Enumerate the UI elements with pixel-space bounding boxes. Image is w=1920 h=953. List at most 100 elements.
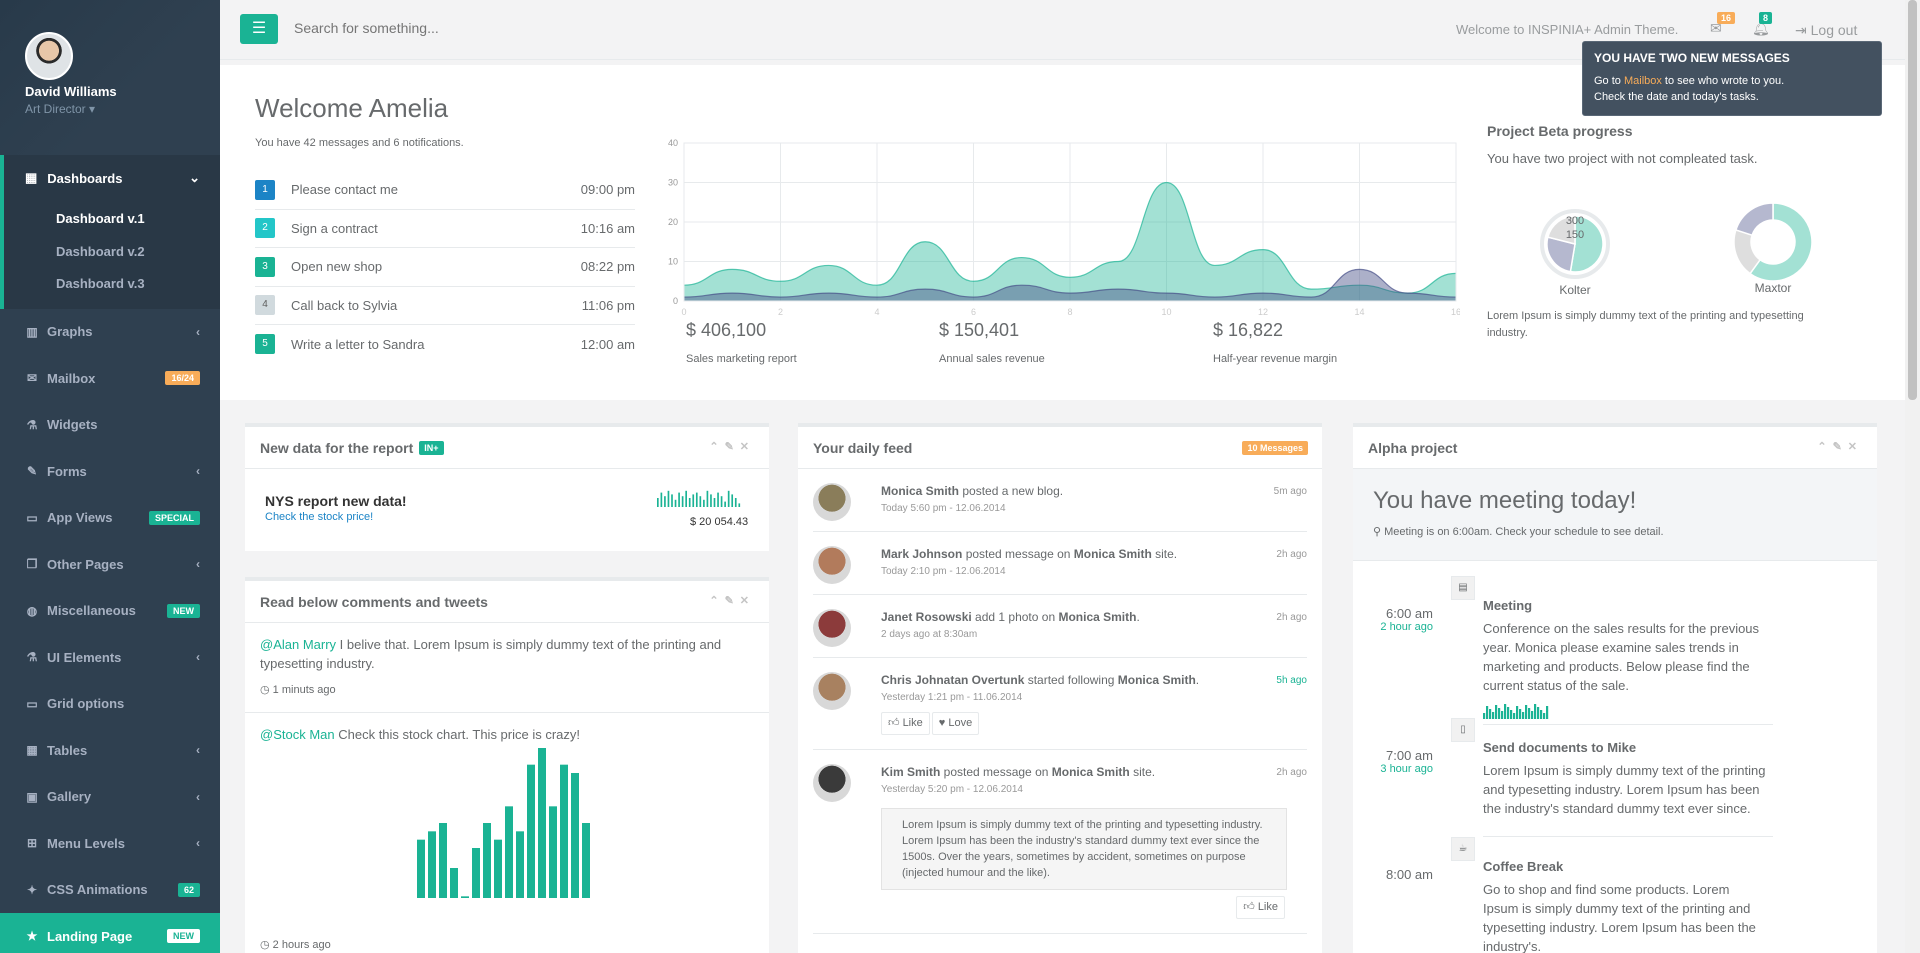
user-avatar[interactable] <box>813 609 851 647</box>
menu-toggle-button[interactable]: ☰ <box>240 14 278 44</box>
project-heading: Project Beta progress <box>1487 123 1633 139</box>
user-avatar[interactable] <box>813 483 851 521</box>
mailbox-link[interactable]: Mailbox <box>1623 75 1662 87</box>
submenu-dashboard-v1[interactable]: Dashboard v.1 <box>56 211 145 226</box>
bell-icon[interactable]: 🔔︎ <box>1752 20 1770 36</box>
feed-target[interactable]: Monica Smith <box>1051 765 1130 779</box>
sidebar-item-tables[interactable]: ▦ Tables ‹ <box>0 727 220 774</box>
meeting-heading: You have meeting today! <box>1373 487 1637 514</box>
caret-down-icon: ▾ <box>89 102 96 116</box>
sidebar-item-grid-options[interactable]: ▭ Grid options <box>0 681 220 728</box>
feed-user[interactable]: Chris Johnatan Overtunk <box>881 673 1025 687</box>
todo-item[interactable]: 4 Call back to Sylvia 11:06 pm <box>255 287 635 325</box>
sidebar-item-menu-levels[interactable]: ⊞ Menu Levels ‹ <box>0 820 220 867</box>
sidebar-item-label: UI Elements <box>47 649 122 665</box>
panel-tools[interactable]: ⌃✎✕ <box>709 440 755 453</box>
panel-tools[interactable]: ⌃✎✕ <box>709 594 755 607</box>
feed-target[interactable]: Monica Smith <box>1073 547 1152 561</box>
mini-bar <box>724 501 726 507</box>
submenu-dashboard-v3[interactable]: Dashboard v.3 <box>56 276 145 291</box>
feed-text: Monica Smith posted a new blog. <box>881 483 1287 500</box>
page-scrollbar[interactable] <box>1905 0 1920 953</box>
profile-name[interactable]: David Williams <box>25 84 117 99</box>
todo-item[interactable]: 2 Sign a contract 10:16 am <box>255 210 635 248</box>
chevron-up-icon: ⌃ <box>709 595 725 607</box>
sidebar-item-landing-page[interactable]: ★ Landing Page NEW <box>0 913 220 953</box>
scrollbar-thumb[interactable] <box>1908 0 1917 400</box>
sidebar-item-dashboards-head[interactable]: ▦ Dashboards ⌄ <box>4 155 220 201</box>
timeline-clock: 6:00 am <box>1386 606 1433 621</box>
comment-item: @Alan Marry I belive that. Lorem Ipsum i… <box>245 623 769 713</box>
feed-user[interactable]: Kim Smith <box>881 765 941 779</box>
avatar[interactable] <box>25 32 73 80</box>
sidebar-item-miscellaneous[interactable]: ◍ Miscellaneous NEW <box>0 588 220 635</box>
user-avatar[interactable] <box>813 672 851 710</box>
chevron-left-icon: ‹ <box>196 836 200 851</box>
sidebar-item-other-pages[interactable]: ❐ Other Pages ‹ <box>0 541 220 588</box>
profile-role[interactable]: Art Director ▾ <box>25 102 96 116</box>
maxtor-slice <box>1749 202 1813 282</box>
sidebar-item-graphs[interactable]: ▥ Graphs ‹ <box>0 309 220 356</box>
mini-bar <box>667 490 670 507</box>
feed-target[interactable]: Monica Smith <box>1058 610 1137 624</box>
sidebar-item-gallery[interactable]: ▣ Gallery ‹ <box>0 774 220 821</box>
sidebar-item-forms[interactable]: ✎ Forms ‹ <box>0 448 220 495</box>
sidebar-item-app-views[interactable]: ▭ App Views SPECIAL <box>0 495 220 542</box>
comment-author[interactable]: @Stock Man <box>260 727 335 742</box>
mini-bar-chart <box>657 490 741 507</box>
search-input[interactable] <box>294 20 694 36</box>
feed-user[interactable]: Monica Smith <box>881 484 960 498</box>
todo-time: 11:06 pm <box>581 297 635 313</box>
todo-item[interactable]: 5 Write a letter to Sandra 12:00 am <box>255 325 635 364</box>
sidebar-item-label: Mailbox <box>47 370 96 386</box>
mini-bar <box>664 496 666 507</box>
mini-bar <box>699 496 702 507</box>
feed-text: Mark Johnson posted message on Monica Sm… <box>881 546 1287 563</box>
feed-user[interactable]: Janet Rosowski <box>881 610 972 624</box>
envelope-icon[interactable]: ✉ <box>1710 20 1722 36</box>
sparkline-bar <box>1519 709 1522 719</box>
comment-author[interactable]: @Alan Marry <box>260 637 337 652</box>
panel-tools[interactable]: ⌃✎✕ <box>1817 440 1863 453</box>
y-tick-label: 0 <box>673 296 678 306</box>
sidebar-item-mailbox[interactable]: ✉ Mailbox 16/24 <box>0 355 220 402</box>
stock-price-link[interactable]: Check the stock price! <box>265 511 374 523</box>
feed-target[interactable]: Monica Smith <box>1117 673 1196 687</box>
todo-text: Call back to Sylvia <box>291 297 398 313</box>
feed-text: Chris Johnatan Overtunk started followin… <box>881 672 1287 689</box>
stat-margin: $ 16,822 Half-year revenue margin <box>1213 320 1338 365</box>
feed-user[interactable]: Mark Johnson <box>881 547 963 561</box>
envelope-icon: ✉ <box>26 371 38 386</box>
user-avatar[interactable] <box>813 764 851 802</box>
sidebar-item-widgets[interactable]: ⚗ Widgets <box>0 402 220 449</box>
logout-link[interactable]: ⇥ Log out <box>1795 22 1858 38</box>
comment-item: @Stock Man Check this stock chart. This … <box>260 727 581 951</box>
wrench-icon: ✎ <box>724 595 740 607</box>
timeline-separator <box>1483 724 1773 725</box>
love-button[interactable]: ♥ Love <box>931 712 980 735</box>
wrench-icon: ✎ <box>1832 441 1848 453</box>
mini-bar <box>710 494 712 507</box>
user-avatar[interactable] <box>813 546 851 584</box>
feed-action: posted message on <box>962 547 1074 561</box>
like-button[interactable]: 👍︎ Like <box>1236 896 1285 919</box>
alpha-panel: Alpha project ⌃✎✕ You have meeting today… <box>1353 423 1877 953</box>
project-pies: 300 150 Kolter Maxtor <box>1540 202 1813 295</box>
mini-bar <box>706 490 709 507</box>
submenu-dashboard-v2[interactable]: Dashboard v.2 <box>56 243 145 259</box>
todo-text: Write a letter to Sandra <box>291 336 425 352</box>
chevron-left-icon: ‹ <box>196 789 200 804</box>
map-marker-icon: ⚲ <box>1373 526 1382 538</box>
sparkline-bar <box>1525 705 1528 719</box>
like-button[interactable]: 👍︎ Like <box>881 712 930 735</box>
sidebar-item-css-animations[interactable]: ✦ CSS Animations 62 <box>0 867 220 914</box>
welcome-band: Welcome Amelia You have 42 messages and … <box>220 65 1905 400</box>
todo-item[interactable]: 1 Please contact me 09:00 pm <box>255 171 635 210</box>
project-lorem: Lorem Ipsum is simply dummy text of the … <box>1487 310 1804 339</box>
sidebar-item-ui-elements[interactable]: ⚗ UI Elements ‹ <box>0 634 220 681</box>
todo-item[interactable]: 3 Open new shop 08:22 pm <box>255 248 635 287</box>
report-panel: New data for the report IN+ ⌃✎✕ NYS repo… <box>245 423 769 551</box>
chart-plot: 0 10 20 30 40 0 2 4 6 8 10 12 14 16 <box>668 138 1460 317</box>
todo-number: 4 <box>255 295 275 316</box>
sparkline-bar <box>1513 713 1516 719</box>
